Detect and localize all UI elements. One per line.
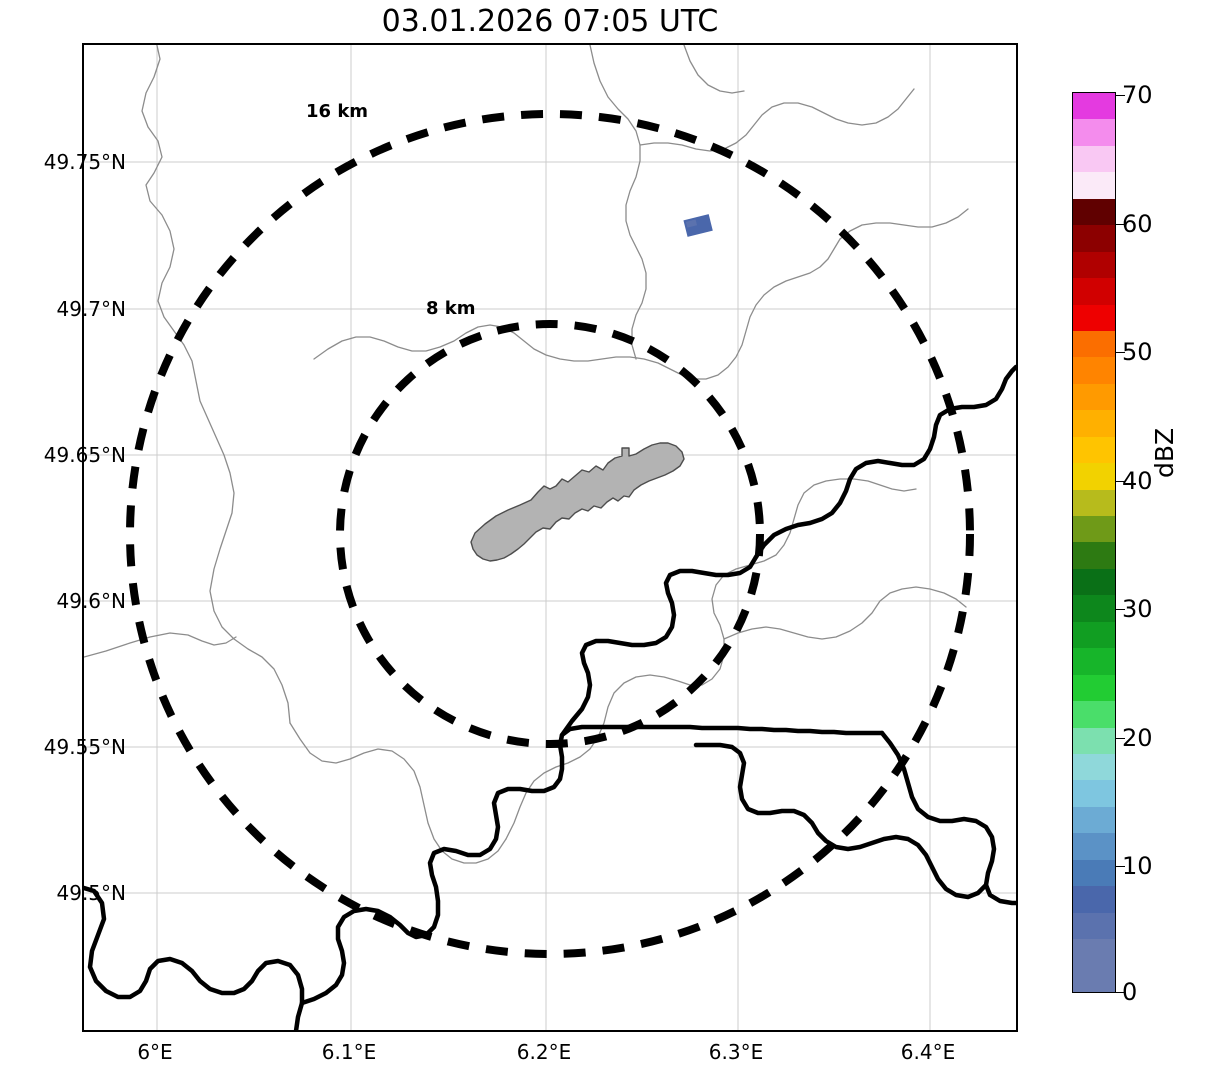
x-tick-label: 6.2°E [516, 1040, 572, 1064]
urban-area-polygon [470, 442, 685, 562]
map-canvas [84, 45, 1016, 1030]
x-tick-label: 6.3°E [708, 1040, 764, 1064]
colorbar-segment [1073, 410, 1115, 437]
range-rings [126, 110, 974, 958]
y-tick-label: 49.5°N [56, 881, 127, 905]
colorbar-segment [1073, 383, 1115, 411]
colorbar-segment [1073, 965, 1115, 992]
colorbar-tick-label: 40 [1122, 467, 1153, 495]
range-ring-16km [126, 110, 974, 958]
colorbar-tick-mark [1116, 992, 1125, 993]
y-tick-label: 49.55°N [43, 735, 126, 759]
colorbar-segment [1073, 278, 1115, 305]
y-tick-label: 49.75°N [43, 150, 126, 174]
y-tick-label: 49.7°N [56, 297, 127, 321]
radar-echo-cell [683, 214, 713, 237]
colorbar-segment [1073, 119, 1115, 146]
colorbar-tick-label: 0 [1122, 978, 1138, 1006]
colorbar-segment [1073, 568, 1115, 596]
colorbar-segment [1073, 727, 1115, 754]
colorbar-tick-mark [1116, 866, 1125, 867]
admin-boundaries [84, 45, 969, 864]
colorbar-segment [1073, 516, 1115, 543]
colorbar-segment [1073, 674, 1115, 702]
colorbar-segment [1073, 357, 1115, 384]
colorbar-tick-mark [1116, 352, 1125, 353]
colorbar-segment [1073, 939, 1115, 966]
colorbar-segment [1073, 304, 1115, 331]
colorbar-segment [1073, 806, 1115, 834]
colorbar-segment [1073, 489, 1115, 516]
range-ring-8km [336, 320, 764, 748]
colorbar-segment [1073, 886, 1115, 913]
colorbar-tick-mark [1116, 95, 1125, 96]
colorbar-segment [1073, 251, 1115, 279]
colorbar-segment [1073, 93, 1115, 120]
range-ring-label-16km: 16 km [306, 101, 369, 122]
x-tick-label: 6.1°E [321, 1040, 377, 1064]
map-plot-area[interactable] [82, 43, 1018, 1032]
colorbar-segment [1073, 780, 1115, 807]
colorbar-tick-label: 60 [1122, 210, 1153, 238]
colorbar-tick-label: 20 [1122, 724, 1153, 752]
colorbar-segment [1073, 330, 1115, 358]
colorbar[interactable] [1072, 92, 1116, 993]
range-ring-label-8km: 8 km [426, 298, 476, 319]
national-border [84, 364, 1016, 1030]
colorbar-segment [1073, 145, 1115, 173]
colorbar-tick-mark [1116, 738, 1125, 739]
colorbar-tick-mark [1116, 224, 1125, 225]
colorbar-segment [1073, 595, 1115, 622]
colorbar-segment [1073, 542, 1115, 569]
colorbar-segment [1073, 436, 1115, 464]
colorbar-segment [1073, 859, 1115, 887]
page-title: 03.01.2026 07:05 UTC [381, 4, 719, 39]
colorbar-segment [1073, 172, 1115, 199]
colorbar-segment [1073, 198, 1115, 226]
y-tick-label: 49.6°N [56, 589, 127, 613]
colorbar-segment [1073, 833, 1115, 860]
colorbar-tick-mark [1116, 481, 1125, 482]
x-tick-label: 6.4°E [900, 1040, 956, 1064]
colorbar-tick-label: 30 [1122, 595, 1153, 623]
colorbar-tick-mark [1116, 609, 1125, 610]
colorbar-segment [1073, 225, 1115, 252]
colorbar-segment [1073, 912, 1115, 939]
y-tick-label: 49.65°N [43, 443, 126, 467]
gridlines [84, 45, 1016, 1030]
colorbar-segment [1073, 701, 1115, 728]
colorbar-segment [1073, 753, 1115, 781]
colorbar-tick-label: 50 [1122, 338, 1153, 366]
colorbar-tick-label: 70 [1122, 81, 1153, 109]
colorbar-tick-label: 10 [1122, 852, 1153, 880]
colorbar-segment [1073, 648, 1115, 675]
colorbar-segment [1073, 621, 1115, 649]
colorbar-axis-label: dBZ [1150, 427, 1179, 478]
colorbar-segment [1073, 463, 1115, 490]
x-tick-label: 6°E [137, 1040, 173, 1064]
